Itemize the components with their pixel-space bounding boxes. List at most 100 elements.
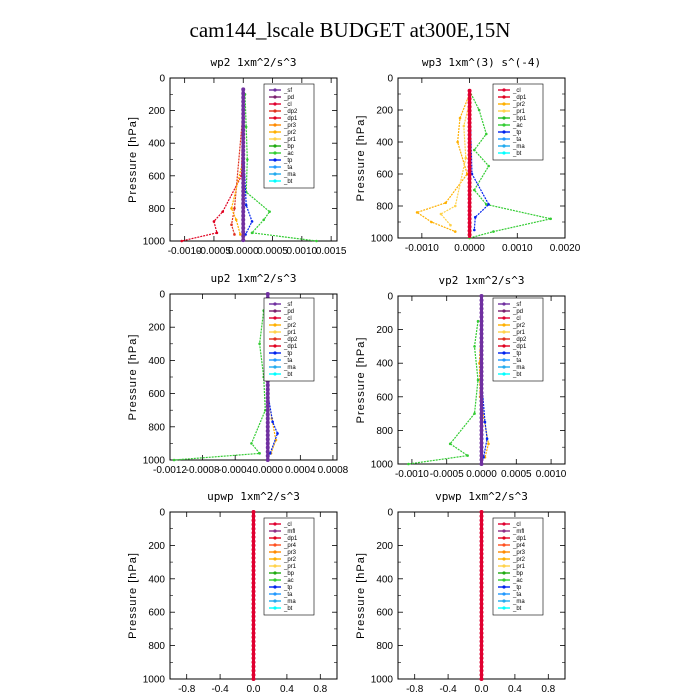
y-tick-label: 600 <box>148 608 165 619</box>
y-tick-label: 200 <box>376 541 393 552</box>
legend-marker <box>502 116 506 120</box>
series-point-tp <box>250 220 254 223</box>
legend-marker <box>273 123 277 127</box>
series-point-sf <box>241 95 246 100</box>
legend-marker <box>273 571 277 575</box>
series-point-sf <box>241 111 246 116</box>
series-point-cl <box>467 224 472 229</box>
series-point-sf <box>241 197 246 202</box>
series-point-cl <box>251 668 256 673</box>
series-point-cl <box>467 136 472 141</box>
legend-label: _pr1 <box>512 564 526 570</box>
series-point-cl <box>467 152 472 157</box>
series-point-sf <box>241 230 246 235</box>
legend-label: _bt <box>283 179 293 185</box>
legend-marker <box>502 578 506 582</box>
x-tick-label: 0.0000 <box>252 465 283 476</box>
series-point-sf <box>241 140 246 145</box>
x-tick-label: 0.0 <box>475 684 489 695</box>
series-point-sf <box>241 209 246 214</box>
legend-label: _pr3 <box>283 550 297 556</box>
series-point-sf <box>479 424 484 429</box>
legend-marker <box>273 358 277 362</box>
legend-marker <box>273 116 277 120</box>
series-point-cl <box>251 560 256 565</box>
series-point-pr2 <box>444 201 448 205</box>
series-point-cl <box>467 228 472 233</box>
y-tick-label: 400 <box>376 138 393 149</box>
series-line-ac <box>174 310 266 461</box>
legend-label: _dp2 <box>283 337 298 343</box>
series-point-sf <box>265 292 270 296</box>
x-tick-label: -0.0010 <box>405 243 439 254</box>
legend-marker <box>273 330 277 334</box>
legend-marker <box>502 344 506 348</box>
y-tick-label: 1000 <box>371 675 394 686</box>
series-point-ac <box>315 239 318 243</box>
legend-label: _dp1 <box>283 344 298 350</box>
series-point-cl <box>479 631 484 636</box>
x-tick-label: 0.4 <box>508 684 522 695</box>
x-tick-label: 0.0 <box>247 684 261 695</box>
series-point-sf <box>479 445 484 450</box>
series-point-cl <box>479 589 484 594</box>
series-point-sf <box>265 416 270 421</box>
series-point-sf <box>241 132 246 137</box>
legend-marker <box>273 179 277 183</box>
legend-label: _cl <box>283 522 292 528</box>
series-point-sf <box>479 403 484 408</box>
legend-label: _pr3 <box>283 123 297 129</box>
x-tick-label: 0.0010 <box>536 469 567 480</box>
series-point-sf <box>479 323 484 328</box>
series-point-sf <box>241 128 246 133</box>
series-point-sf <box>241 136 246 141</box>
y-tick-label: 0 <box>159 290 165 301</box>
series-point-sf <box>265 458 270 462</box>
series-point-cl <box>467 144 472 149</box>
legend-marker <box>502 316 506 320</box>
series-point-sf <box>241 177 246 182</box>
legend-marker <box>502 592 506 596</box>
chart-title: vpwp 1xm^2/s^3 <box>435 490 528 503</box>
y-tick-label: 800 <box>376 641 393 652</box>
legend-label: _ta <box>512 358 522 364</box>
series-point-ac <box>250 442 253 445</box>
series-point-cl <box>251 610 256 615</box>
series-point-cl <box>467 188 472 193</box>
series-point-cl <box>467 112 472 117</box>
legend-marker <box>502 557 506 561</box>
series-point-sf <box>479 378 484 382</box>
series-point-cl <box>479 560 484 565</box>
series-point-sf <box>241 213 246 218</box>
series-point-tp <box>276 432 279 435</box>
series-point-sf <box>479 390 484 395</box>
legend-label: _tp <box>283 158 293 164</box>
legend-label: _ma <box>283 599 296 605</box>
series-point-ac <box>477 108 481 112</box>
y-tick-label: 800 <box>376 202 393 213</box>
series-point-sf <box>479 327 484 332</box>
series-point-pr1 <box>439 212 443 216</box>
series-point-cl <box>479 564 484 569</box>
legend-marker <box>273 365 277 369</box>
legend-label: _dp1 <box>512 344 527 350</box>
series-point-cl <box>467 124 472 129</box>
series-point-cl <box>251 564 256 569</box>
legend-marker <box>502 109 506 113</box>
chart-4: vp2 1xm^2/s^3 0 200 400 600 800 1000-0.0010 -0.… <box>355 274 567 480</box>
legend-label: _cl <box>283 316 292 322</box>
series-point-ac <box>473 412 476 415</box>
legend-marker <box>502 372 506 376</box>
series-point-ac <box>492 230 495 233</box>
legend-label: _ma <box>283 365 296 371</box>
y-tick-label: 0 <box>159 74 165 85</box>
series-point-cl <box>467 120 472 125</box>
series-point-cl <box>479 651 484 656</box>
series-point-ac <box>487 164 490 168</box>
y-tick-label: 400 <box>148 139 165 150</box>
series-point-cl <box>479 551 484 556</box>
series-point-cl <box>251 576 256 581</box>
series-point-sf <box>479 415 484 420</box>
legend-marker <box>502 550 506 554</box>
series-point-ac <box>466 454 469 457</box>
